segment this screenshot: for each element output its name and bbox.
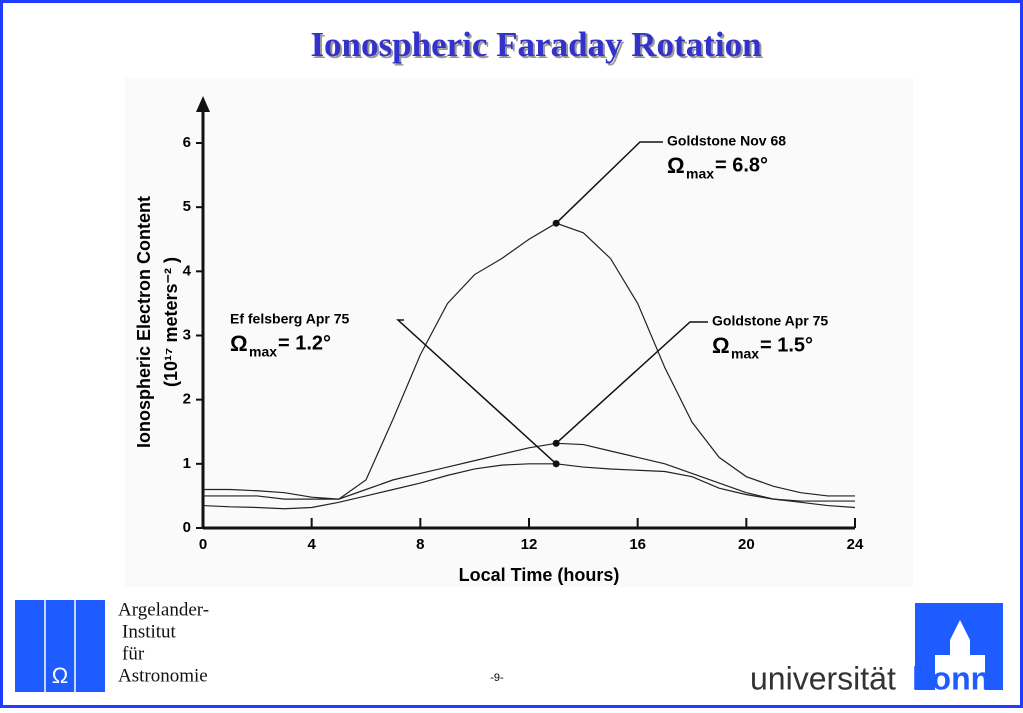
title: Ionospheric Faraday Rotation [310, 25, 761, 64]
university-name: universität [750, 660, 896, 696]
y-arrow [196, 96, 210, 112]
y-tick-label: 3 [183, 326, 191, 343]
university-name-bold: bonn [912, 660, 990, 696]
logo-icon: Ω [52, 663, 68, 688]
omega-value: = 1.2° [278, 332, 331, 354]
chart-area [125, 78, 913, 587]
x-tick-label: 8 [416, 536, 424, 553]
series-line [203, 222, 855, 500]
omega-sub: max [731, 346, 759, 362]
institute-logo [15, 600, 105, 692]
x-tick-label: 4 [307, 536, 316, 553]
series-line [203, 442, 856, 509]
x-axis-label: Local Time (hours) [459, 565, 620, 585]
omega-sub: max [249, 344, 277, 360]
omega: Ω [712, 333, 730, 358]
y-axis-label: Ionospheric Electron Content [134, 196, 154, 448]
x-tick-label: 16 [629, 536, 646, 553]
y-tick-label: 5 [183, 198, 191, 215]
x-tick-label: 12 [521, 536, 538, 553]
leader-line [555, 321, 708, 444]
institute-line: für [122, 643, 145, 664]
leader-line [396, 319, 557, 465]
omega: Ω [230, 331, 248, 356]
logo-lines [44, 600, 76, 692]
y-tick-label: 2 [183, 391, 191, 408]
page-number: -9- [490, 672, 504, 684]
title-shadow: Ionospheric Faraday Rotation [312, 27, 763, 66]
y-tick-label: 4 [183, 262, 192, 279]
omega: Ω [667, 153, 685, 178]
omega-sub: max [686, 166, 714, 182]
castle-icon [935, 620, 985, 690]
institute-line: Astronomie [118, 665, 208, 686]
leader-line [555, 141, 663, 224]
institute-line: Institut [122, 621, 177, 642]
y-tick-label: 1 [183, 455, 191, 472]
y-axis-label: (10¹⁷ meters⁻² ) [161, 257, 181, 387]
series-line [202, 463, 855, 510]
series-name: Ef felsberg Apr 75 [230, 311, 350, 327]
x-tick-label: 0 [199, 536, 207, 553]
y-tick-label: 6 [183, 134, 191, 151]
institute-line: Argelander- [118, 599, 209, 620]
y-tick-label: 0 [183, 519, 191, 536]
x-tick-label: 24 [847, 536, 864, 553]
omega-value: = 6.8° [715, 154, 768, 176]
x-tick-label: 20 [738, 536, 755, 553]
series-name: Goldstone Apr 75 [712, 313, 828, 329]
series-name: Goldstone Nov 68 [667, 133, 786, 149]
omega-value: = 1.5° [760, 334, 813, 356]
